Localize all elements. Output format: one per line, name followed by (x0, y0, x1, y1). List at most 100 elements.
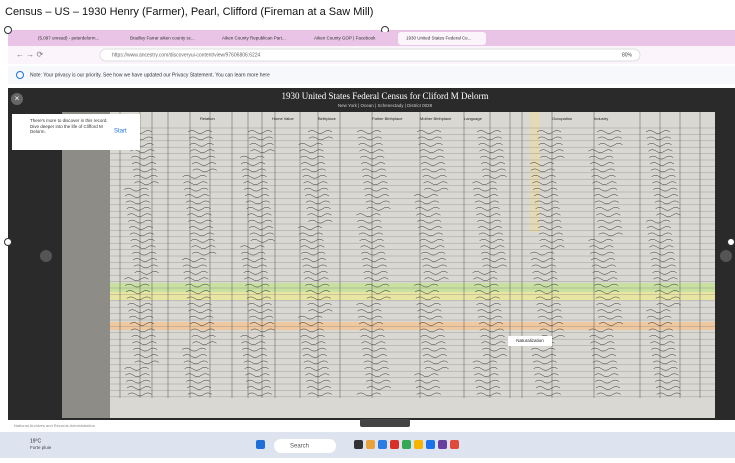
handwriting (530, 251, 555, 256)
taskbar-icon[interactable] (426, 440, 435, 449)
tab[interactable] (398, 32, 486, 45)
taskbar-icon[interactable] (438, 440, 447, 449)
tab-label[interactable]: Bradley Farrar aiken county sc... (130, 36, 195, 41)
taskbar-icon[interactable] (450, 440, 459, 449)
handwriting (590, 258, 616, 262)
taskbar-icon[interactable] (414, 440, 423, 449)
handwriting (476, 213, 501, 217)
handwriting (183, 360, 208, 365)
handwriting (423, 181, 448, 185)
tab[interactable] (30, 32, 118, 45)
handwriting (593, 367, 618, 371)
column-header: Birthplace (318, 116, 337, 121)
handwriting (653, 187, 678, 192)
handwriting (361, 258, 387, 262)
handwriting (133, 347, 158, 352)
hint-button[interactable]: Start (114, 129, 127, 135)
handwriting (182, 354, 208, 358)
handwriting (650, 341, 675, 345)
handwriting (478, 232, 503, 237)
search-box[interactable] (274, 439, 336, 453)
handwriting (595, 379, 620, 384)
tab-label[interactable]: Aiken County Republican Part... (222, 36, 286, 41)
viewer-toolbar[interactable] (360, 419, 410, 427)
tab-label[interactable]: Aiken County GOP | Facebook (314, 36, 376, 41)
tab-label[interactable]: (5,097 unread) - peterdelorm... (38, 36, 99, 41)
handwriting (655, 207, 680, 211)
hint-card (12, 114, 140, 150)
handwriting (598, 315, 623, 320)
handwriting (306, 386, 332, 390)
handwriting (132, 341, 157, 345)
handwriting (646, 309, 671, 313)
tab[interactable] (122, 32, 210, 45)
handwriting (597, 226, 623, 230)
handwriting (418, 143, 443, 147)
taskbar-icon[interactable] (402, 440, 411, 449)
handwriting (303, 271, 328, 275)
handwriting (128, 226, 154, 230)
handwriting (417, 219, 442, 224)
next-button[interactable] (720, 250, 732, 262)
handwriting (414, 200, 439, 205)
taskbar-icon[interactable] (378, 440, 387, 449)
hint-holder: There's more to discover in this record.… (30, 118, 108, 134)
handwriting (182, 264, 207, 269)
prev-button[interactable] (40, 250, 52, 262)
handwriting (590, 341, 615, 345)
handwriting (422, 347, 447, 352)
handwriting (536, 130, 562, 134)
handwriting (186, 296, 211, 301)
handwriting (648, 328, 673, 333)
handwriting (240, 155, 265, 160)
handwriting (646, 226, 672, 230)
viewer-title: 1930 United States Federal Census for Cl… (282, 91, 489, 101)
handwriting (186, 379, 211, 384)
handwriting (187, 392, 212, 397)
tab-label[interactable]: 1930 United States Federal Ce... (406, 36, 472, 41)
handwriting (183, 271, 208, 275)
handwriting (540, 245, 565, 249)
handwriting (305, 200, 330, 205)
handwriting (307, 392, 332, 397)
handwriting (475, 379, 500, 384)
close-button[interactable] (11, 93, 23, 105)
handwriting (358, 232, 383, 237)
handwriting (647, 143, 672, 147)
url[interactable]: https://www.ancestry.com/discoveryui-con… (112, 52, 261, 58)
handwriting (415, 296, 440, 301)
handwriting (480, 162, 506, 166)
nav-buttons[interactable]: ← → ⟳ (16, 50, 43, 59)
handwriting (307, 303, 332, 307)
handwriting (240, 335, 265, 339)
handwriting (246, 296, 271, 301)
handwriting (302, 354, 328, 358)
close-icon[interactable]: × (15, 94, 20, 103)
handwriting (533, 277, 558, 281)
search[interactable]: Search (290, 444, 309, 450)
handwriting (653, 367, 678, 371)
handwriting (589, 155, 614, 160)
handwriting (537, 136, 562, 141)
tab[interactable] (214, 32, 302, 45)
handwriting (359, 328, 384, 333)
taskbar-icon[interactable] (256, 440, 265, 449)
handwriting (125, 283, 150, 288)
handwriting (192, 251, 217, 256)
handwriting (655, 386, 681, 390)
handwriting (652, 360, 677, 365)
column-header: Home Value (272, 116, 294, 121)
taskbar-icon[interactable] (354, 440, 363, 449)
handwriting (245, 373, 270, 377)
taskbar-icon[interactable] (366, 440, 375, 449)
handwriting (536, 303, 561, 307)
handwriting (308, 136, 333, 141)
handwriting (538, 315, 563, 320)
url-box[interactable] (99, 48, 641, 62)
tab[interactable] (306, 32, 394, 45)
taskbar-icon[interactable] (390, 440, 399, 449)
zoom[interactable]: 80% (622, 52, 633, 58)
handwriting (132, 251, 157, 256)
handwriting (246, 379, 271, 384)
